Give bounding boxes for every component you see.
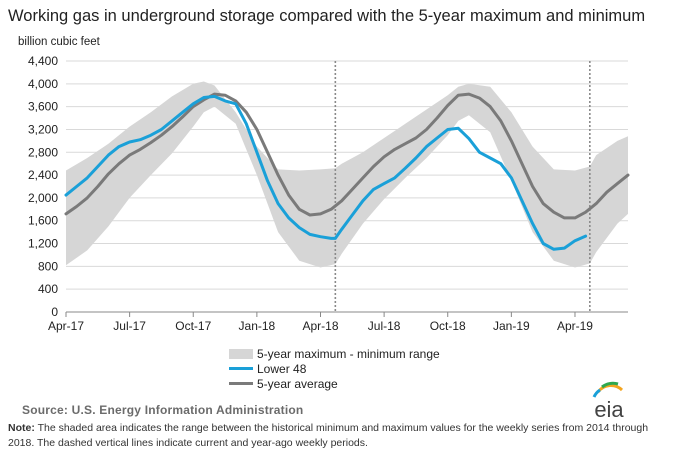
y-tick-label: 2,000 [28,191,58,205]
legend-swatch-band [229,348,253,359]
footnote: Note: The shaded area indicates the rang… [8,421,668,451]
y-tick-label: 3,200 [28,122,58,136]
y-tick-label: 800 [38,259,58,273]
x-tick-label: Jan-18 [239,319,276,333]
y-tick-label: 0 [51,305,58,319]
legend-swatch-average [229,382,253,385]
x-tick-label: Jan-19 [493,319,530,333]
legend-item-band: 5-year maximum - minimum range [229,346,440,361]
series-lines [64,92,630,251]
note-label: Note: [8,422,35,434]
legend-label-band: 5-year maximum - minimum range [257,346,440,361]
series-line-lower48 [64,94,588,251]
x-tick-label: Apr-17 [48,319,84,333]
note-text: The shaded area indicates the range betw… [8,422,649,449]
x-tick-label: Apr-19 [557,319,593,333]
eia-logo: eia [592,381,624,422]
x-tick-label: Apr-18 [302,319,338,333]
x-tick-label: Oct-18 [430,319,466,333]
logo-arc-blue [592,388,601,398]
logo-arc-green [601,381,619,389]
range-band [66,81,628,268]
chart-title: Working gas in underground storage compa… [8,7,646,25]
x-tick-label: Jul-17 [113,319,146,333]
legend: 5-year maximum - minimum range Lower 48 … [229,346,440,391]
y-tick-label: 1,600 [28,214,58,228]
legend-label-average: 5-year average [257,376,338,391]
y-tick-label: 400 [38,282,58,296]
series-line-5yr-average [64,92,630,220]
legend-label-lower48: Lower 48 [257,361,307,376]
y-tick-label: 3,600 [28,100,58,114]
range-band-layer [66,81,628,268]
source-text: Source: U.S. Energy Information Administ… [22,403,304,417]
legend-item-average: 5-year average [229,376,440,391]
axes: 0 400 800 1,200 1,600 2,000 2,400 2,800 3,200 3,6… [28,54,628,333]
legend-item-lower48: Lower 48 [229,361,440,376]
logo-text: eia [594,397,624,422]
y-tick-label: 4,000 [28,77,58,91]
x-tick-label: Oct-17 [175,319,211,333]
current-week-markers [334,61,591,312]
y-tick-label: 2,400 [28,168,58,182]
legend-swatch-lower48 [229,367,253,370]
y-axis-unit-label: billion cubic feet [18,36,100,48]
y-tick-label: 1,200 [28,237,58,251]
x-tick-label: Jul-18 [368,319,401,333]
y-tick-label: 2,800 [28,145,58,159]
y-tick-label: 4,400 [28,54,58,68]
